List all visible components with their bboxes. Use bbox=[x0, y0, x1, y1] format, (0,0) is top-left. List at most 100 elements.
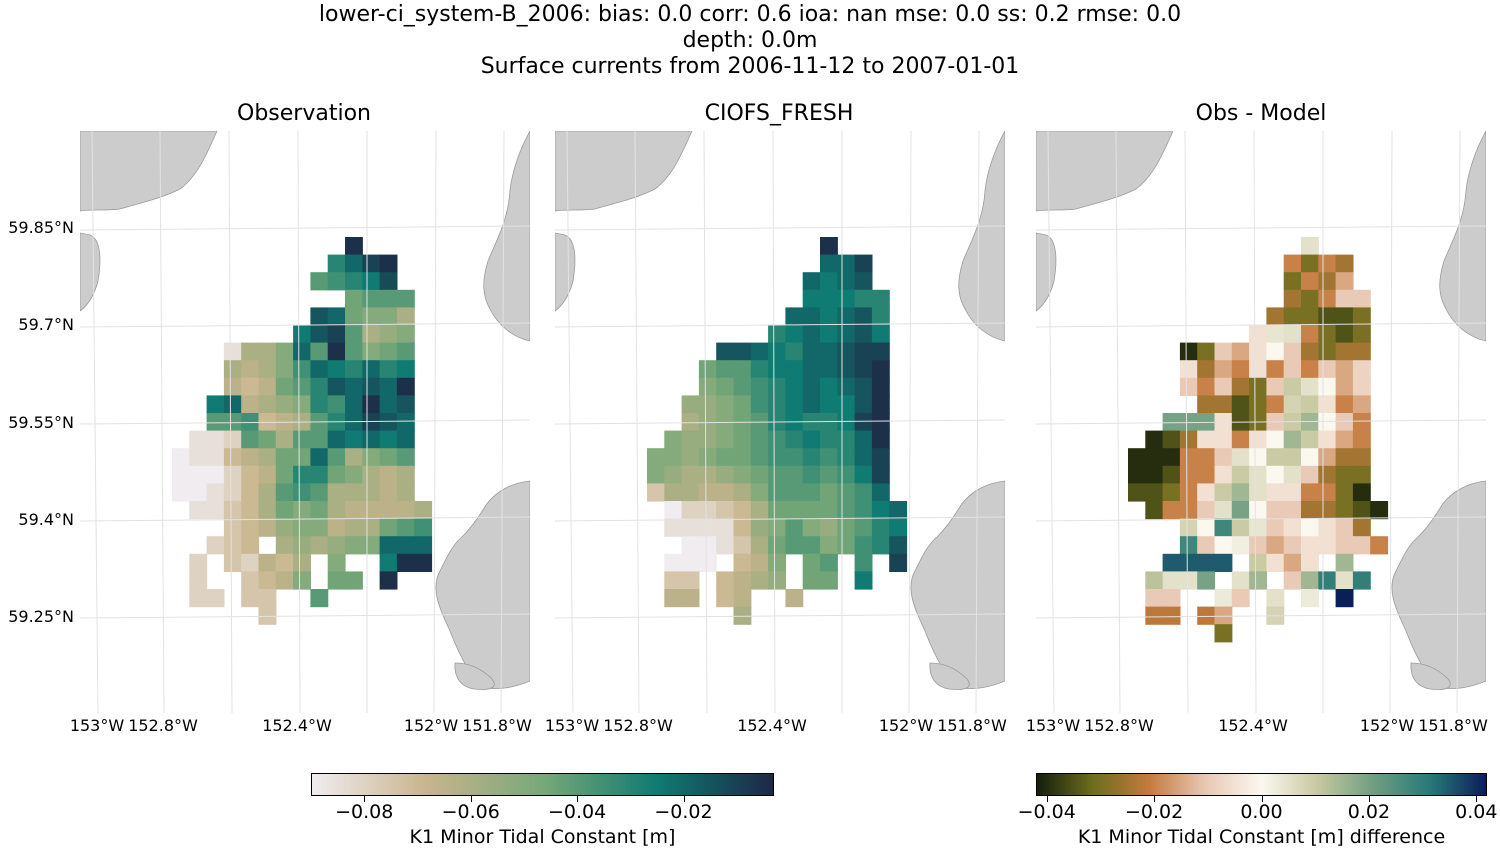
graticule-line bbox=[433, 131, 437, 713]
heatmap-cell bbox=[768, 325, 786, 344]
heatmap-cell bbox=[310, 395, 329, 414]
heatmap-cell bbox=[379, 501, 398, 520]
heatmap-cell bbox=[820, 342, 838, 361]
heatmap-cell bbox=[293, 518, 311, 537]
heatmap-cell bbox=[1352, 360, 1371, 379]
colorbar-tick-label: −0.04 bbox=[547, 801, 607, 823]
heatmap-cell bbox=[1301, 553, 1319, 572]
heatmap-cell bbox=[1197, 483, 1216, 502]
heatmap-cell bbox=[362, 342, 381, 361]
heatmap-cell bbox=[768, 448, 786, 467]
heatmap-cell bbox=[1335, 483, 1354, 502]
heatmap-cell bbox=[716, 465, 735, 484]
heatmap-cell bbox=[379, 448, 398, 467]
heatmap-cell bbox=[362, 395, 381, 414]
heatmap-cell bbox=[871, 360, 890, 379]
heatmap-cell bbox=[1249, 571, 1267, 590]
land-polygon bbox=[1391, 480, 1486, 689]
graticule-line bbox=[1184, 131, 1189, 713]
heatmap-cell bbox=[1179, 518, 1198, 537]
heatmap-cell bbox=[396, 465, 415, 484]
land-polygon bbox=[435, 480, 530, 689]
model-map bbox=[555, 131, 1005, 713]
heatmap-cell bbox=[345, 325, 363, 344]
heatmap-cell bbox=[837, 272, 856, 291]
heatmap-cell bbox=[802, 395, 821, 414]
heatmap-cell bbox=[327, 483, 346, 502]
heatmap-cell bbox=[681, 553, 700, 572]
heatmap-cell bbox=[820, 553, 838, 572]
heatmap-cell bbox=[1214, 553, 1233, 572]
land-polygon bbox=[454, 662, 495, 690]
heatmap-cell bbox=[664, 465, 683, 484]
heatmap-cell bbox=[1318, 413, 1337, 432]
heatmap-cell bbox=[310, 325, 329, 344]
heatmap-cell bbox=[1335, 342, 1354, 361]
lon-label-153w-p2: 153°W bbox=[544, 716, 600, 735]
heatmap-cell bbox=[785, 518, 804, 537]
heatmap-cell bbox=[275, 430, 294, 449]
heatmap-cell bbox=[854, 360, 873, 379]
heatmap-cell bbox=[396, 448, 415, 467]
graticule-line bbox=[555, 516, 1005, 522]
heatmap-cell bbox=[258, 518, 277, 537]
heatmap-cell bbox=[310, 342, 329, 361]
heatmap-cell bbox=[768, 501, 786, 520]
heatmap-cell bbox=[716, 536, 735, 555]
heatmap-cell bbox=[241, 448, 260, 467]
heatmap-cell bbox=[1197, 395, 1216, 414]
heatmap-cell bbox=[1214, 465, 1233, 484]
heatmap-cell bbox=[733, 606, 752, 625]
heatmap-cell bbox=[396, 342, 415, 361]
heatmap-cell bbox=[854, 342, 873, 361]
heatmap-cell bbox=[1179, 342, 1198, 361]
lon-label-152w-p1: 152°W bbox=[403, 716, 459, 735]
heatmap-cell bbox=[1301, 289, 1319, 308]
heatmap-cell bbox=[1352, 483, 1371, 502]
heatmap-cell bbox=[379, 307, 398, 326]
heatmap-cell bbox=[750, 483, 769, 502]
heatmap-cell bbox=[1301, 360, 1319, 379]
heatmap-cell bbox=[1128, 448, 1146, 467]
heatmap-cell bbox=[768, 518, 786, 537]
heatmap-cell bbox=[750, 360, 769, 379]
heatmap-cell bbox=[1197, 360, 1216, 379]
heatmap-cell bbox=[1283, 430, 1302, 449]
heatmap-cell bbox=[327, 501, 346, 520]
heatmap-cell bbox=[889, 536, 908, 555]
lon-label-152-8w-p3: 152.8°W bbox=[1084, 716, 1154, 735]
heatmap-cell bbox=[327, 325, 346, 344]
heatmap-cell bbox=[854, 448, 873, 467]
heatmap-cell bbox=[1128, 483, 1146, 502]
heatmap-cell bbox=[820, 237, 838, 256]
graticule-line bbox=[1036, 516, 1486, 522]
heatmap-cell bbox=[871, 448, 890, 467]
graticule-line bbox=[1036, 322, 1486, 328]
heatmap-cell bbox=[414, 501, 433, 520]
heatmap-cell bbox=[293, 553, 311, 572]
heatmap-cell bbox=[1162, 589, 1181, 608]
heatmap-cell bbox=[345, 448, 363, 467]
heatmap-cell bbox=[716, 518, 735, 537]
land-polygon bbox=[910, 480, 1005, 689]
graticule-line bbox=[975, 131, 980, 713]
heatmap-cell bbox=[1335, 553, 1354, 572]
heatmap-cell bbox=[837, 289, 856, 308]
heatmap-cell bbox=[327, 465, 346, 484]
colorbar-tick bbox=[683, 796, 685, 802]
heatmap-cell bbox=[698, 518, 717, 537]
heatmap-cell bbox=[1231, 483, 1250, 502]
heatmap-cell bbox=[1283, 325, 1302, 344]
heatmap-cell bbox=[716, 377, 735, 396]
land-polygon bbox=[483, 131, 530, 342]
heatmap-cell bbox=[379, 483, 398, 502]
heatmap-cell bbox=[1318, 395, 1337, 414]
heatmap-cell bbox=[716, 501, 735, 520]
heatmap-cell bbox=[1301, 325, 1319, 344]
heatmap-cell bbox=[1231, 430, 1250, 449]
heatmap-cell bbox=[733, 553, 752, 572]
lon-label-152-4w-p3: 152.4°W bbox=[1218, 716, 1288, 735]
heatmap-cell bbox=[733, 501, 752, 520]
heatmap-cell bbox=[223, 413, 242, 432]
heatmap-cell bbox=[223, 553, 242, 572]
